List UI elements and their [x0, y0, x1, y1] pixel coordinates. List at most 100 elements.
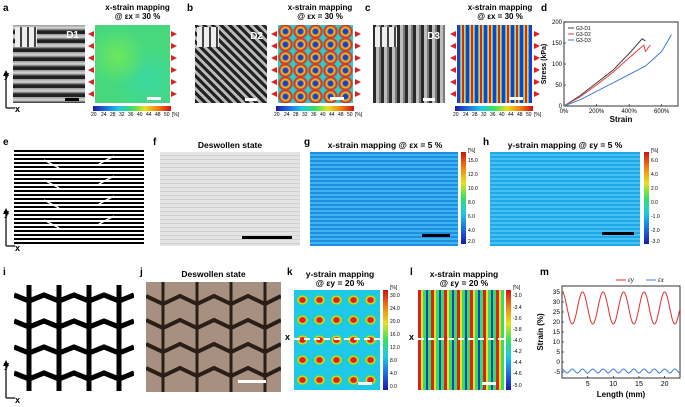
legend-label: G3-D1 — [576, 26, 591, 32]
panel-label-l: l — [410, 267, 413, 278]
cbar-tick: 4.0 — [390, 371, 397, 377]
cbar-tick: 40 — [499, 112, 505, 118]
x-tick-label: 200% — [589, 109, 605, 115]
cbar-tick: 32 — [119, 112, 125, 118]
panel-label-f: f — [153, 137, 157, 148]
cbar-tick: 8.0 — [468, 200, 475, 206]
y-tick-label: -5 — [554, 369, 560, 376]
sample-label-d3: D3 — [427, 31, 440, 42]
panel-label-a: a — [3, 3, 9, 14]
cbar-tick: 0.0 — [390, 384, 397, 390]
panel-label-c: c — [365, 3, 371, 14]
pull-arrows-c — [450, 31, 540, 97]
cbar-tick: 50 — [164, 112, 170, 118]
cbar-tick: 40 — [320, 112, 326, 118]
panel-g-title: x-strain mapping @ εx = 5 % — [327, 140, 443, 150]
plot-frame — [561, 285, 681, 379]
cbar-tick: 20.0 — [390, 319, 400, 325]
xy-axes-icon — [3, 208, 15, 247]
legend-label: εy — [628, 276, 635, 284]
scale-bar — [65, 98, 79, 101]
micrograph-d1: D1 — [13, 25, 85, 103]
cbar-tick: 48 — [155, 112, 161, 118]
panel-h-title: y-strain mapping @ εy = 5 % — [507, 140, 623, 150]
photo-deswollen-j — [146, 282, 281, 392]
cbar-tick: 8.0 — [390, 358, 397, 364]
cbar-tick: -5.0 — [513, 383, 522, 389]
y-tick-label: 5 — [556, 349, 560, 356]
series-line — [561, 291, 680, 325]
legend-label: εx — [658, 276, 665, 284]
strain-map-g — [310, 152, 458, 246]
cbar-unit: [%] — [390, 285, 398, 291]
cbar-tick: 28 — [293, 112, 299, 118]
cbar-tick: 28 — [472, 112, 478, 118]
colorbar-c — [455, 106, 533, 111]
cbar-tick: 32 — [302, 112, 308, 118]
cbar-tick: 12.0 — [468, 172, 478, 178]
cbar-tick: 2.0 — [651, 186, 658, 192]
cbar-unit: [%] — [355, 112, 363, 118]
pull-arrows-b — [271, 31, 361, 97]
y-tick-label: 25 — [553, 309, 561, 316]
cbar-tick: 50 — [347, 112, 353, 118]
cbar-tick: 2.0 — [468, 239, 475, 245]
cbar-tick: 48 — [517, 112, 523, 118]
scale-bar — [238, 380, 266, 383]
strain-map-b — [278, 25, 353, 103]
scale-bar — [245, 98, 257, 101]
scale-bar — [422, 234, 450, 237]
cbar-tick: -2.0 — [651, 228, 660, 234]
cbar-tick: 32 — [481, 112, 487, 118]
cbar-tick: -3.8 — [513, 327, 522, 333]
cbar-tick: 20 — [91, 112, 97, 118]
cbar-tick: -3.6 — [513, 316, 522, 322]
panel-c-title: x-strain mapping @ εx = 30 % — [467, 3, 533, 21]
y-tick-label: 200 — [552, 20, 563, 26]
cbar-tick: 50 — [526, 112, 532, 118]
panel-label-h: h — [483, 137, 490, 148]
photo-deswollen-f — [160, 152, 300, 246]
series-line-g3-d1 — [563, 38, 646, 107]
y-tick-label: 0 — [556, 359, 560, 366]
panel-l-title: x-strain mapping @ εy = 20 % — [429, 269, 499, 288]
scale-bar — [423, 98, 435, 101]
micrograph-d2: D2 — [195, 25, 267, 103]
legend-label: G3-D2 — [576, 32, 591, 38]
cbar-tick: 0.0 — [651, 200, 658, 206]
cbar-unit: [%] — [513, 285, 521, 291]
panel-label-e: e — [3, 137, 9, 148]
cbar-tick: 44 — [508, 112, 514, 118]
scale-bar — [509, 97, 523, 100]
cbar-tick: 24 — [101, 112, 107, 118]
micrograph-d3: D3 — [373, 25, 445, 103]
cbar-tick: 44 — [146, 112, 152, 118]
scale-bar — [147, 97, 161, 100]
cbar-tick: 20 — [453, 112, 459, 118]
axis-y-label: y — [4, 208, 10, 218]
colorbar-k — [383, 290, 388, 390]
x-axis-label: Length (mm) — [597, 390, 646, 399]
colorbar-g — [461, 152, 466, 244]
series-line — [561, 368, 680, 374]
y-axis-label: Stress (kPa) — [541, 44, 548, 84]
cbar-unit: [%] — [651, 148, 659, 154]
cbar-tick: 36 — [311, 112, 317, 118]
pull-arrows-a — [88, 31, 177, 97]
cbar-tick: -4.2 — [513, 349, 522, 355]
strain-map-k — [294, 290, 380, 390]
axis-x-label: x — [15, 243, 21, 253]
panel-label-k: k — [287, 267, 293, 278]
y-tick-label: 10 — [553, 339, 561, 346]
series-line-g3-d3 — [563, 34, 672, 107]
y-tick-label: 100 — [552, 62, 563, 68]
panel-f-title: Deswollen state — [197, 140, 263, 150]
x-tick-label: 5 — [586, 381, 590, 388]
sample-label-d1: D1 — [66, 30, 79, 41]
strain-map-a — [95, 25, 170, 103]
cbar-tick: -1.0 — [651, 214, 660, 220]
xy-axes-icon — [3, 70, 15, 109]
colorbar-l — [506, 290, 511, 390]
y-tick-label: 50 — [555, 83, 562, 89]
series-line-g3-d2 — [563, 44, 651, 107]
